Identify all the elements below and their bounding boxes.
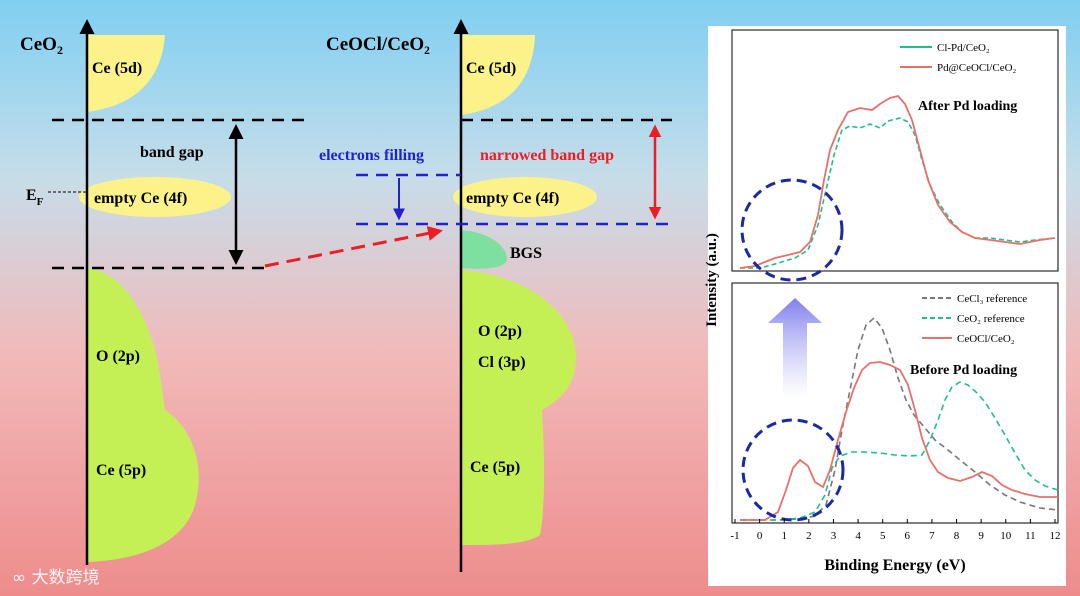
x-tick-label: 11	[1025, 530, 1036, 542]
top-highlight-circle	[740, 178, 844, 282]
ce-4f-band-right	[453, 177, 597, 217]
cl3p-label: Cl (3p)	[478, 354, 526, 371]
top-legend: Cl-Pd/CeO₂ Pd@CeOCl/CeO₂	[900, 42, 1017, 74]
watermark-logo-icon: ∞	[12, 568, 32, 588]
legend-label-cl-pd: Cl-Pd/CeO₂	[937, 42, 990, 54]
series-pd-ceocl-ceo2	[739, 94, 1056, 269]
x-tick-label: 10	[1000, 530, 1012, 542]
ceocl-ceo2-diagram: CeOCl/CeO₂ Ce (5d) electrons filling nar…	[319, 19, 672, 572]
bottom-highlight-circle	[741, 418, 845, 522]
y-axis-label: Intensity (a.u.)	[704, 233, 720, 327]
electrons-filling-label: electrons filling	[319, 147, 424, 164]
ce-4f-label-right: empty Ce (4f)	[466, 190, 559, 207]
x-tick-label: 8	[954, 530, 960, 542]
ce-4f-label-left: empty Ce (4f)	[94, 190, 187, 207]
x-tick-label: 3	[831, 530, 837, 542]
ce-5p-label-left: Ce (5p)	[96, 462, 146, 479]
ceo2-diagram: CeO2 Ce (5d) band gap EF empty Ce (4f) O…	[20, 19, 310, 565]
bottom-legend: CeCl₃ reference CeO₂ reference CeOCl/CeO…	[922, 293, 1027, 345]
band-gap-label: band gap	[140, 144, 204, 161]
x-tick-label: 9	[978, 530, 984, 542]
o2p-label-left: O (2p)	[96, 348, 140, 365]
x-tick-label: 7	[929, 530, 935, 542]
o2p-ce5p-band-left	[87, 268, 199, 562]
ceocl-title: CeOCl/CeO₂	[326, 34, 430, 55]
x-tick-labels: -1 0 1 2 3 4 5 6 7 8 9 10 11 12	[730, 519, 1061, 542]
fermi-level-label: EF	[26, 187, 44, 208]
comparison-up-arrow	[768, 298, 822, 398]
series-ceocl-ceo2	[740, 361, 1058, 521]
ceo2-title: CeO2	[20, 34, 63, 57]
o2p-label-right: O (2p)	[478, 323, 522, 340]
legend-label-cecl3: CeCl₃ reference	[957, 293, 1027, 305]
x-tick-label: 0	[757, 530, 763, 542]
x-tick-label: 6	[905, 530, 911, 542]
ce-5d-band-left	[87, 35, 165, 112]
ce-4f-band-left	[79, 177, 231, 217]
transition-arrow	[264, 225, 443, 268]
series-cecl3-reference	[740, 316, 1059, 521]
spectra-panel: After Pd loading Cl-Pd/CeO₂ Pd@CeOCl/CeO…	[704, 26, 1066, 586]
bottom-panel-title: Before Pd loading	[910, 363, 1017, 378]
legend-label-ceo2-ref: CeO₂ reference	[957, 313, 1025, 325]
x-tick-label: 12	[1050, 530, 1061, 542]
top-panel-title: After Pd loading	[918, 99, 1017, 114]
x-tick-label: 4	[855, 530, 861, 542]
x-tick-label: 1	[781, 530, 787, 542]
ce-5d-label-left: Ce (5d)	[92, 60, 142, 77]
ce-5d-band-right	[461, 35, 535, 115]
x-tick-label: 2	[806, 530, 812, 542]
bottom-plot-frame	[731, 282, 1059, 524]
top-plot-frame	[731, 29, 1059, 272]
ce-5d-label-right: Ce (5d)	[466, 60, 516, 77]
o2p-cl3p-ce5p-band-right	[461, 270, 577, 545]
legend-label-ceocl-ceo2: CeOCl/CeO₂	[957, 333, 1015, 345]
x-axis-label: Binding Energy (eV)	[824, 557, 965, 574]
legend-label-pd-ceocl: Pd@CeOCl/CeO₂	[937, 62, 1017, 74]
spectra-background	[708, 26, 1066, 586]
watermark: ∞ 大数跨境	[12, 568, 100, 588]
narrowed-gap-label: narrowed band gap	[480, 147, 614, 164]
bgs-band	[461, 230, 508, 269]
x-tick-label: -1	[730, 530, 739, 542]
bgs-label: BGS	[510, 245, 542, 262]
ce-5p-label-right: Ce (5p)	[470, 459, 520, 476]
x-tick-label: 5	[880, 530, 886, 542]
